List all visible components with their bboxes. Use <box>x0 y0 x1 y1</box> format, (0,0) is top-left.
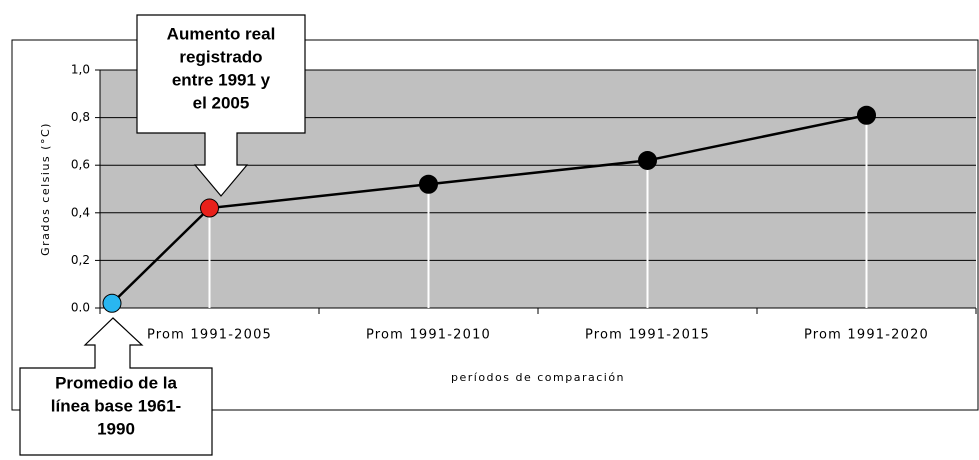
point <box>638 150 657 170</box>
point <box>419 174 438 194</box>
x-tick-label: Prom 1991-2005 <box>147 328 272 343</box>
callout <box>19 317 213 456</box>
callout-text: 1990 <box>97 419 135 438</box>
point <box>102 293 122 313</box>
y-tick-label: 1,0 <box>71 63 90 77</box>
x-tick-label: Prom 1991-2010 <box>366 328 491 343</box>
callout <box>136 14 306 197</box>
callout-text: el 2005 <box>193 93 250 112</box>
x-tick-label: Prom 1991-2015 <box>585 328 710 343</box>
point <box>857 105 876 125</box>
y-tick-label: 0.0 <box>71 301 90 315</box>
callout-text: entre 1991 y <box>172 70 271 89</box>
callout-text: línea base 1961- <box>51 396 181 415</box>
y-tick-label: 0,4 <box>71 205 90 219</box>
callout-text: Aumento real <box>167 24 276 43</box>
x-axis-title: períodos de comparación <box>451 371 625 384</box>
y-tick-label: 0,8 <box>71 110 90 124</box>
x-tick-label: Prom 1991-2020 <box>804 328 929 343</box>
y-tick-label: 0,6 <box>71 158 90 172</box>
callout-text: Promedio de la <box>55 373 177 392</box>
y-axis-title: Grados celsius (°C) <box>39 122 52 256</box>
frame <box>11 39 979 411</box>
y-tick-label: 0,2 <box>71 253 90 267</box>
point <box>200 198 219 218</box>
callout-text: registrado <box>179 47 262 66</box>
